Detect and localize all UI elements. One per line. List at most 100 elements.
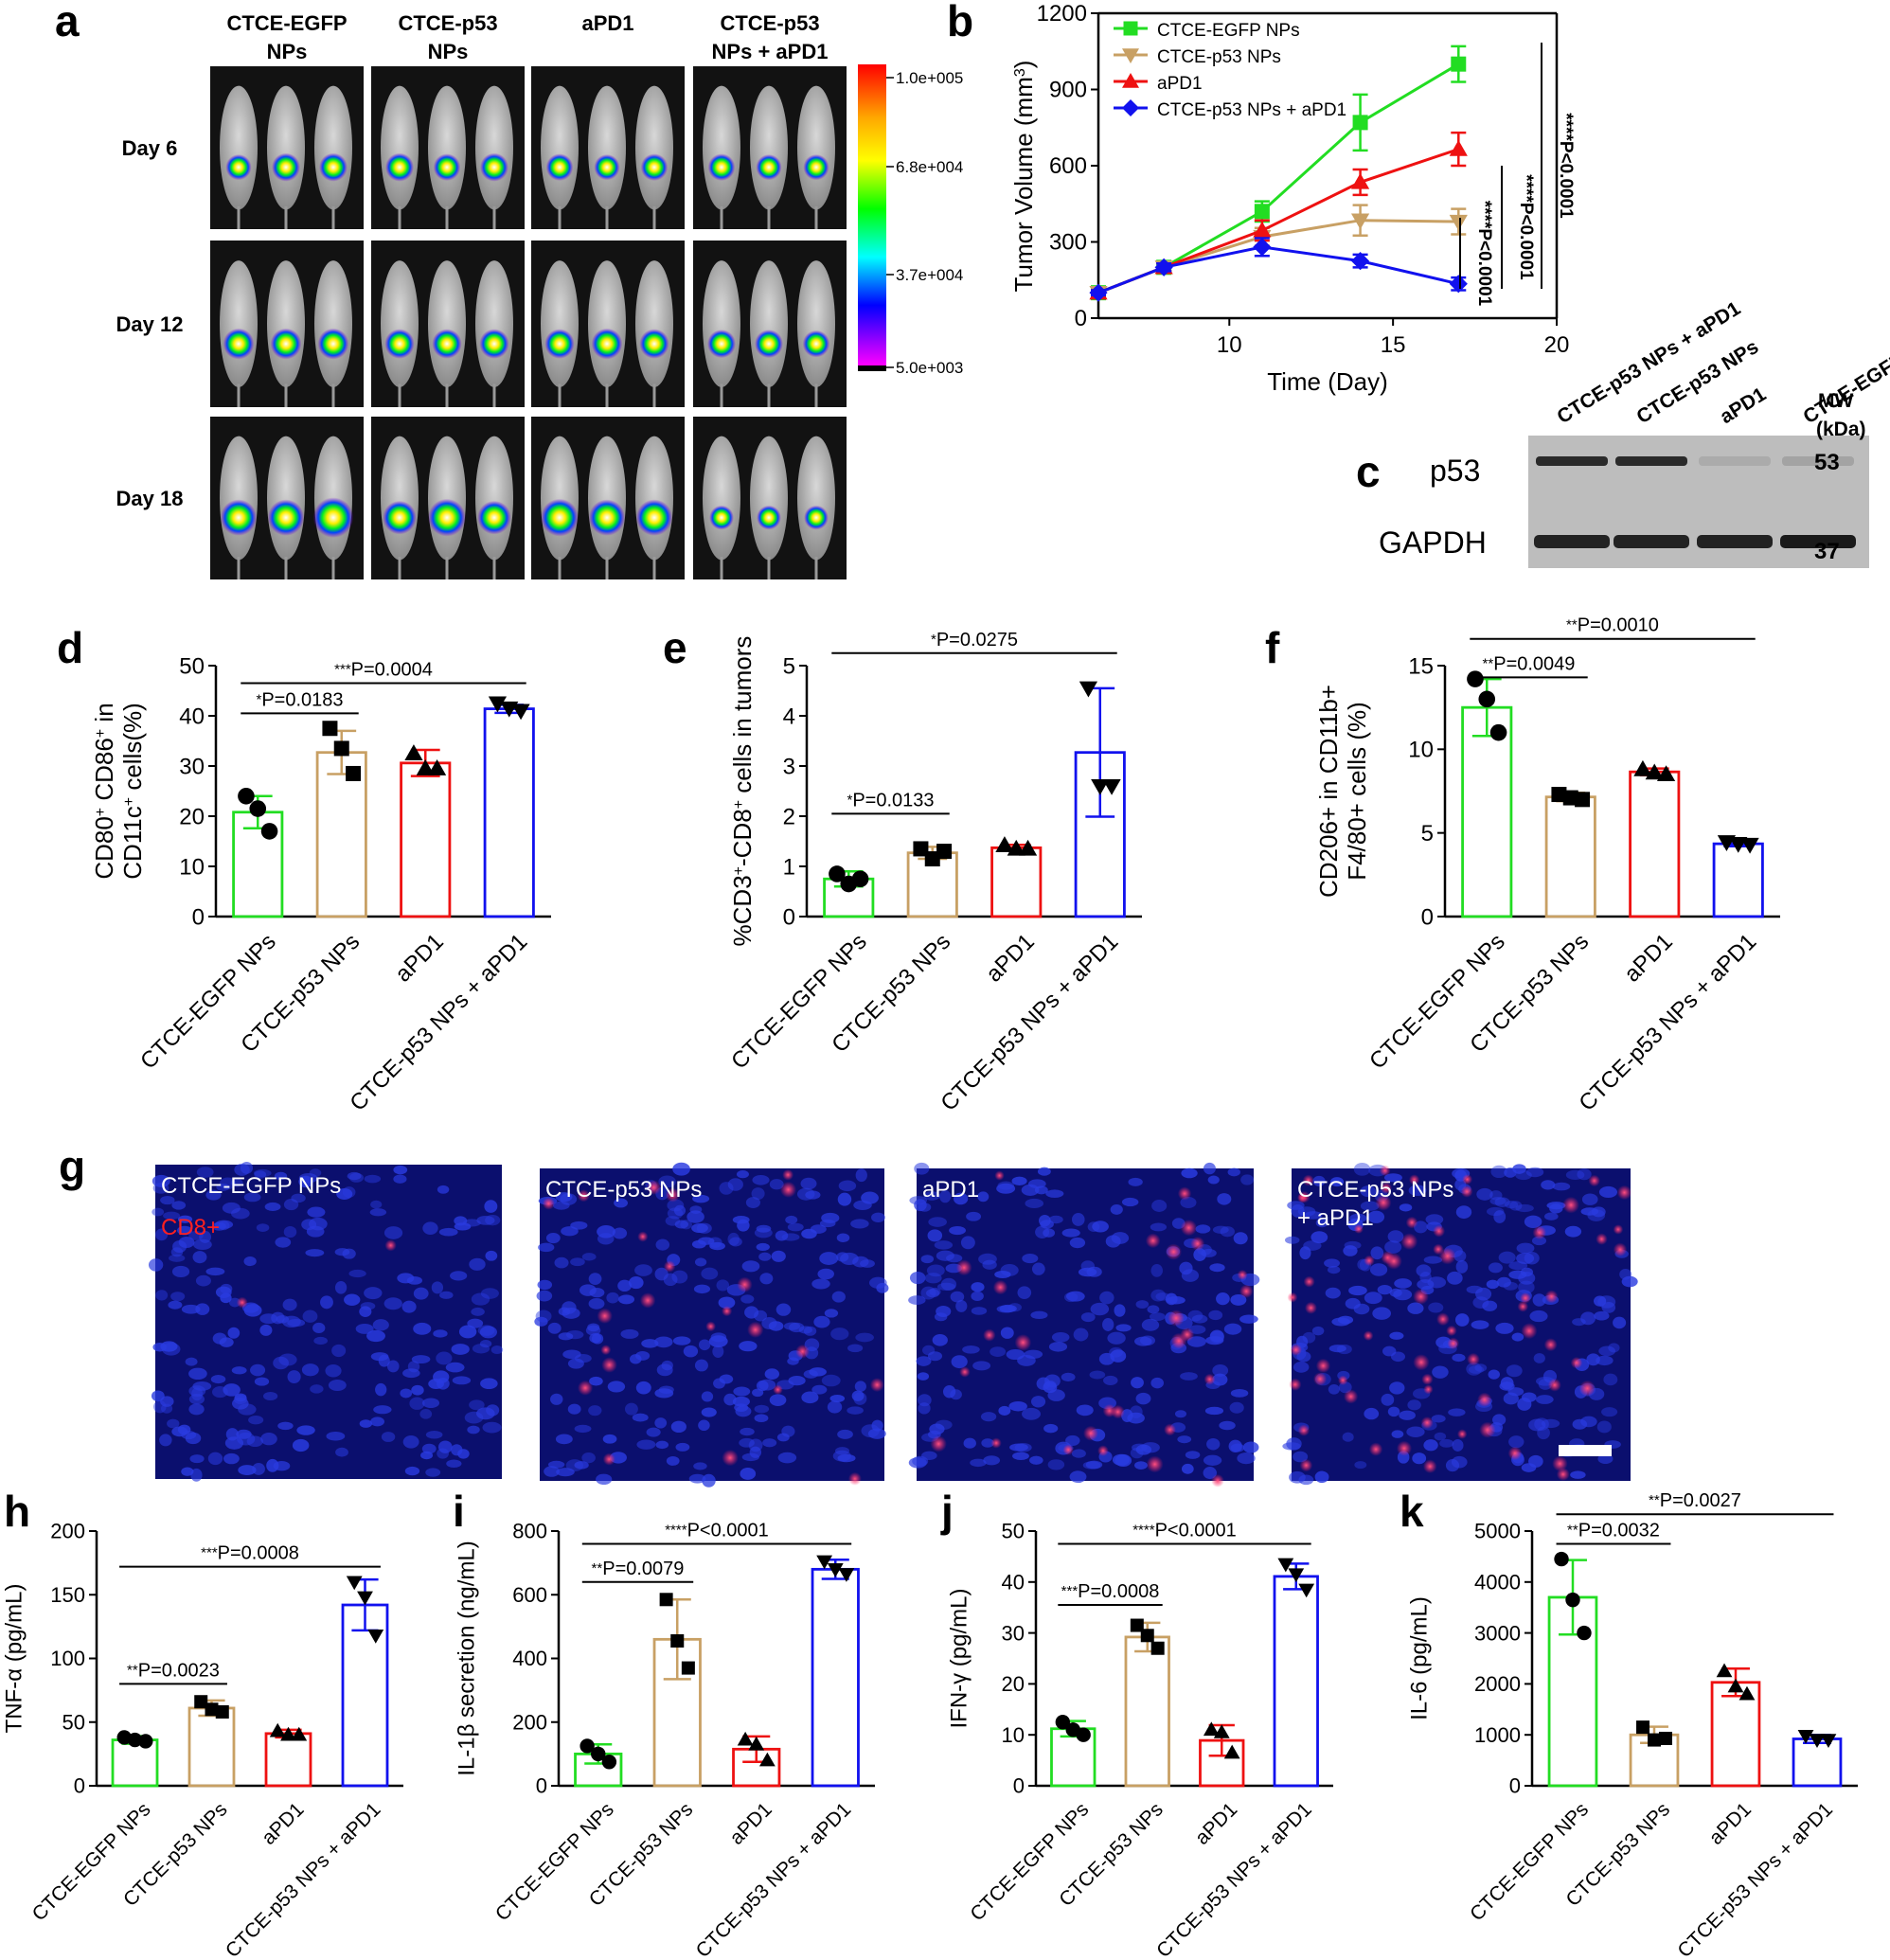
y-tick-label: 5 xyxy=(783,653,795,679)
nucleus xyxy=(683,1345,699,1358)
nucleus xyxy=(836,1233,850,1242)
nucleus xyxy=(1516,1242,1535,1254)
nucleus xyxy=(1387,1406,1400,1417)
cd8-signal xyxy=(1368,1442,1383,1456)
nucleus xyxy=(819,1252,839,1265)
nucleus xyxy=(921,1345,936,1356)
tumor-signal xyxy=(272,152,300,182)
cd8-signal xyxy=(747,1321,764,1338)
nucleus xyxy=(658,1175,676,1188)
nucleus xyxy=(1051,1331,1070,1343)
data-point xyxy=(827,1563,844,1577)
data-point xyxy=(1079,681,1098,698)
nucleus xyxy=(1315,1218,1328,1228)
data-point xyxy=(260,823,278,840)
comparison: *P=0.0275 xyxy=(831,630,1117,654)
nucleus xyxy=(663,1273,678,1287)
nucleus xyxy=(754,1227,773,1238)
nucleus xyxy=(224,1436,244,1450)
nucleus xyxy=(1047,1459,1065,1470)
cd8-signal xyxy=(992,1279,1008,1295)
bar-group-2: CTCE-p53 NPs xyxy=(236,721,367,1058)
nucleus xyxy=(655,1440,669,1450)
y-tick-label: 50 xyxy=(62,1710,85,1734)
nucleus xyxy=(1209,1329,1224,1343)
bar xyxy=(811,1567,860,1788)
mouse-silhouette xyxy=(428,85,466,210)
nucleus xyxy=(1022,1407,1042,1420)
nucleus xyxy=(727,1232,740,1246)
nucleus xyxy=(393,1165,408,1175)
nucleus xyxy=(756,1224,772,1233)
nucleus xyxy=(152,1207,165,1217)
micrograph-4: CTCE-p53 NPs+ aPD1 xyxy=(1282,1162,1638,1486)
nucleus xyxy=(727,1178,743,1191)
nucleus xyxy=(160,1195,175,1205)
panel-letter-f: f xyxy=(1265,623,1280,672)
cd8-signal xyxy=(1385,1253,1402,1270)
cd8-signal xyxy=(990,1437,1002,1449)
nucleus xyxy=(1008,1400,1027,1412)
y-tick-label: 300 xyxy=(1049,230,1087,256)
nucleus xyxy=(452,1376,472,1385)
data-point xyxy=(1797,1729,1814,1744)
nucleus xyxy=(733,1386,751,1397)
nucleus xyxy=(155,1290,169,1301)
nucleus xyxy=(1454,1313,1470,1327)
cd8-signal xyxy=(705,1321,717,1332)
nucleus xyxy=(1508,1435,1524,1449)
nucleus xyxy=(1099,1291,1114,1305)
data-point xyxy=(1350,172,1370,189)
nucleus xyxy=(555,1434,573,1445)
nucleus xyxy=(1522,1392,1537,1402)
nucleus xyxy=(1367,1210,1385,1223)
nucleus xyxy=(909,1272,926,1285)
nucleus xyxy=(838,1180,857,1192)
data-point xyxy=(357,1591,373,1606)
nucleus xyxy=(359,1419,373,1428)
nucleus xyxy=(1577,1168,1592,1181)
cd8-signal xyxy=(1479,1421,1496,1438)
tumor-signal xyxy=(220,499,258,536)
p53-band xyxy=(1615,456,1687,466)
lane-label: CTCE-EGFP NPs xyxy=(1799,326,1890,428)
nucleus xyxy=(1455,1205,1472,1220)
comparison-label: ***P=0.0008 xyxy=(201,1543,299,1564)
nucleus xyxy=(614,1198,628,1208)
y-tick-label: 15 xyxy=(1408,653,1434,679)
nucleus xyxy=(781,1233,800,1241)
nucleus xyxy=(994,1270,1011,1279)
mouse-silhouette xyxy=(703,436,740,561)
nucleus xyxy=(951,1355,968,1369)
data-point xyxy=(737,1731,754,1746)
nucleus xyxy=(1389,1331,1404,1340)
nucleus xyxy=(754,1414,769,1423)
nucleus xyxy=(348,1269,366,1278)
nucleus xyxy=(1596,1355,1614,1366)
nucleus xyxy=(734,1403,749,1412)
bar xyxy=(483,707,535,918)
nucleus xyxy=(916,1356,932,1366)
tumor-signal xyxy=(428,498,466,537)
nucleus xyxy=(1037,1167,1051,1176)
nucleus xyxy=(764,1368,780,1380)
cd8-signal xyxy=(1467,1352,1480,1366)
y-tick-label: 600 xyxy=(512,1583,547,1607)
nucleus xyxy=(1174,1410,1186,1418)
data-point xyxy=(194,1695,208,1709)
micrograph-label: CTCE-p53 NPs xyxy=(545,1177,702,1203)
nucleus xyxy=(1291,1204,1305,1218)
nucleus xyxy=(1155,1292,1170,1301)
cd8-signal xyxy=(1400,1233,1418,1250)
cd8-signal xyxy=(1315,1358,1331,1374)
nucleus xyxy=(744,1306,759,1319)
nucleus xyxy=(581,1253,597,1261)
cd8-signal xyxy=(1303,1275,1315,1288)
data-point xyxy=(280,1726,296,1741)
nucleus xyxy=(718,1296,736,1310)
nucleus xyxy=(1328,1345,1346,1353)
panel-letter-b: b xyxy=(947,0,973,45)
cd8-signal xyxy=(1544,1290,1559,1304)
nucleus xyxy=(909,1196,928,1205)
